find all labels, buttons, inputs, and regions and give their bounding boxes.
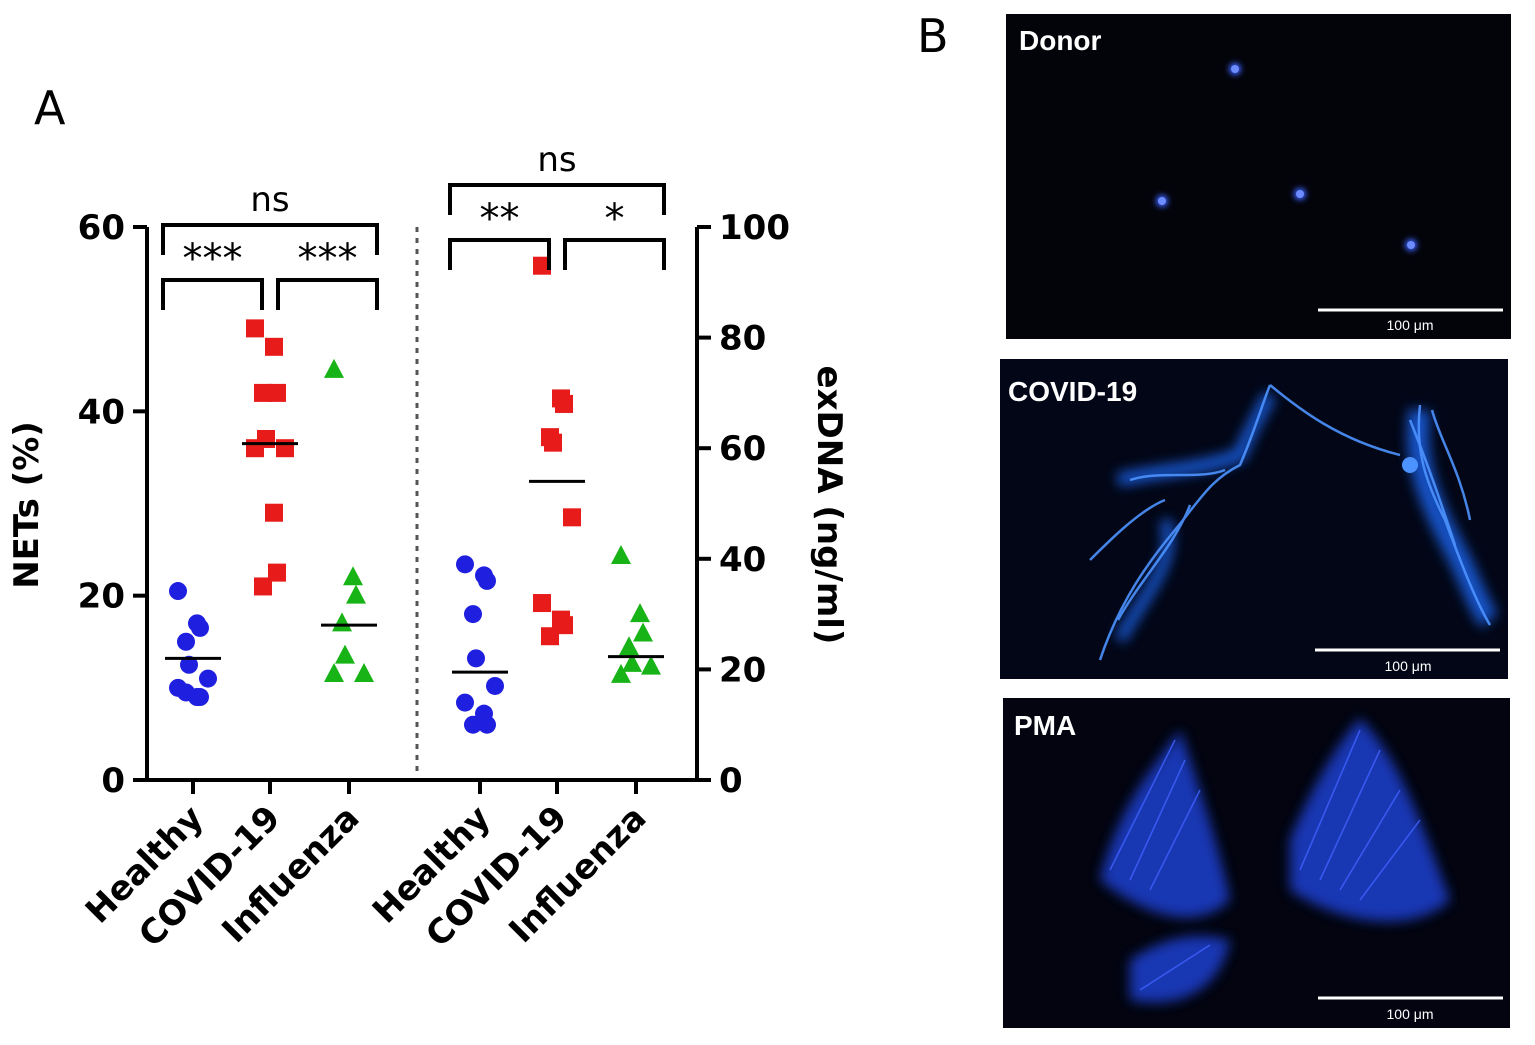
micrograph-covid-19: COVID-19 100 μm xyxy=(1000,359,1508,679)
micrograph-donor: Donor 100 μm xyxy=(1006,14,1511,339)
significance-label: *** xyxy=(183,236,243,282)
data-point xyxy=(335,644,355,664)
data-point xyxy=(180,655,198,674)
micrograph-label-donor: Donor xyxy=(1019,25,1102,56)
scale-bar-label: 100 μm xyxy=(1387,317,1434,333)
data-point xyxy=(555,394,573,413)
data-point xyxy=(324,663,344,683)
significance-label: *** xyxy=(298,236,358,282)
data-point xyxy=(456,555,474,574)
data-point xyxy=(622,652,642,672)
data-point xyxy=(467,649,485,668)
right-y-axis-label: exDNA (ng/ml) xyxy=(809,366,849,645)
data-point xyxy=(641,655,661,675)
data-point xyxy=(246,319,264,338)
data-point xyxy=(563,508,581,527)
significance-bracket xyxy=(276,278,379,310)
y-tick-label: 0 xyxy=(719,761,743,801)
data-point xyxy=(246,439,264,458)
y-tick-label: 0 xyxy=(101,761,125,801)
data-point xyxy=(169,582,187,601)
significance-bracket xyxy=(448,183,666,215)
micrograph-label-covid-19: COVID-19 xyxy=(1008,376,1137,407)
data-point xyxy=(177,632,195,651)
data-point xyxy=(464,605,482,624)
micrograph-pma: PMA 100 μm xyxy=(1003,698,1510,1028)
data-point xyxy=(254,577,272,596)
significance-bracket xyxy=(563,238,666,270)
data-point xyxy=(456,693,474,712)
data-point xyxy=(332,612,352,632)
data-point xyxy=(464,715,482,734)
right-y-axis: 0 20 40 60 80 100 xyxy=(695,208,790,801)
panel-label-b: B xyxy=(917,9,949,63)
data-point xyxy=(611,545,631,565)
left-y-axis: 0 20 40 60 xyxy=(78,208,697,801)
y-tick-label: 80 xyxy=(719,319,766,359)
significance-label: * xyxy=(605,196,625,242)
data-point xyxy=(486,676,504,695)
significance-bracket xyxy=(161,278,264,310)
data-point xyxy=(268,563,286,582)
data-point xyxy=(343,566,363,586)
y-tick-label: 40 xyxy=(78,392,125,432)
data-point xyxy=(191,688,209,707)
y-tick-label: 20 xyxy=(719,650,766,690)
data-point xyxy=(611,663,631,683)
data-point xyxy=(265,337,283,356)
data-point xyxy=(533,594,551,613)
left-y-axis-label: NETs (%) xyxy=(7,421,47,589)
scale-bar-label: 100 μm xyxy=(1385,658,1432,674)
data-point xyxy=(199,669,217,688)
scale-bar-label: 100 μm xyxy=(1387,1006,1434,1022)
data-point xyxy=(555,616,573,635)
data-point xyxy=(544,433,562,452)
y-tick-label: 100 xyxy=(719,208,790,248)
y-tick-label: 60 xyxy=(719,429,766,469)
data-point xyxy=(254,383,272,402)
data-point xyxy=(633,622,653,642)
significance-label: ns xyxy=(250,180,289,220)
micrograph-label-pma: PMA xyxy=(1014,710,1076,741)
panel-label-a: A xyxy=(34,81,66,135)
significance-label: ns xyxy=(537,140,576,180)
data-point xyxy=(478,571,496,590)
y-tick-label: 60 xyxy=(78,208,125,248)
data-point xyxy=(177,683,195,702)
data-point xyxy=(533,256,551,275)
data-point xyxy=(619,636,639,656)
data-point xyxy=(630,603,650,623)
data-point xyxy=(346,584,366,604)
data-point xyxy=(191,618,209,637)
y-tick-label: 40 xyxy=(719,540,766,580)
data-point xyxy=(541,627,559,646)
significance-label: ** xyxy=(480,196,520,242)
y-tick-label: 20 xyxy=(78,577,125,617)
significance-bracket xyxy=(161,223,379,255)
data-point xyxy=(276,439,294,458)
data-point xyxy=(265,503,283,522)
data-point xyxy=(354,663,374,683)
data-point xyxy=(268,383,286,402)
significance-bracket xyxy=(448,238,551,270)
data-point xyxy=(324,358,344,378)
data-point xyxy=(478,715,496,734)
